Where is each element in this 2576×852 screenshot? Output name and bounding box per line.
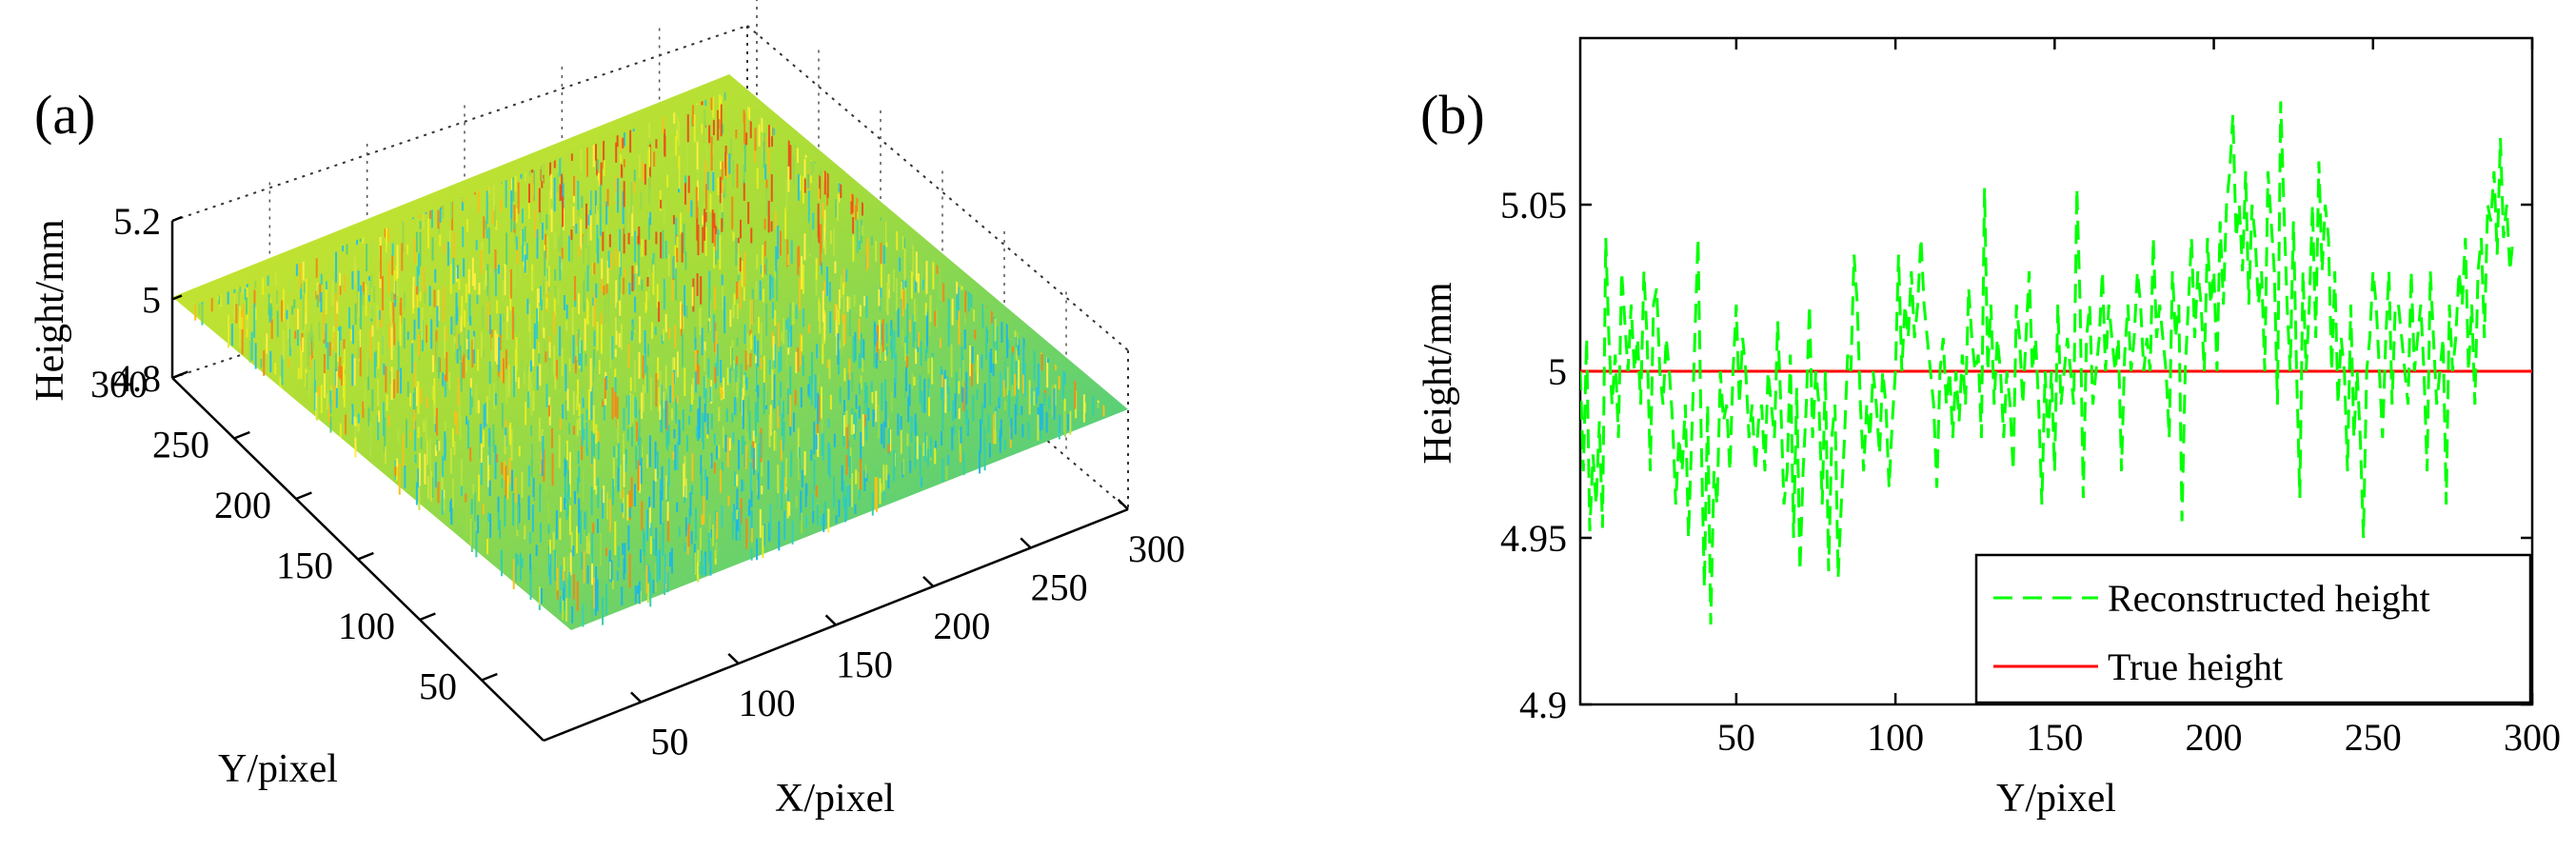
a-z-tick xyxy=(171,294,183,301)
panel-a-ticks: 50100150200250300501001502002503004.855.… xyxy=(90,200,1185,763)
a-x-tick-label: 150 xyxy=(836,644,893,686)
b-x-tick-label: 50 xyxy=(1717,716,1755,759)
b-x-tick-label: 100 xyxy=(1867,716,1924,759)
y-axis-title: Y/pixel xyxy=(218,747,338,791)
a-x-tick xyxy=(922,575,935,587)
a-x-tick-label: 200 xyxy=(933,604,990,647)
a-x-tick xyxy=(727,652,740,664)
panel-b-ticks: 50 100 150 200 250 300 4.9 4.95 5 5.05 xyxy=(1500,38,2561,759)
a-y-tick xyxy=(481,672,498,682)
a-y-tick-label: 150 xyxy=(276,545,333,587)
a-y-tick-label: 250 xyxy=(152,424,209,466)
a-y-tick-label: 50 xyxy=(419,665,457,708)
b-x-tick-label: 150 xyxy=(2026,716,2083,759)
a-x-tick-label: 100 xyxy=(739,682,796,724)
legend-label-reconstructed: Reconstructed height xyxy=(2108,577,2430,620)
z-axis-title: Height/mm xyxy=(29,219,72,402)
x-axis-title: X/pixel xyxy=(775,777,895,821)
b-y-tick-label: 4.9 xyxy=(1519,684,1567,726)
surface-base xyxy=(172,74,1128,630)
surface-texture xyxy=(185,90,1107,627)
a-y-tick-label: 300 xyxy=(90,363,148,406)
a-x-tick xyxy=(824,614,837,626)
a-z-tick xyxy=(171,215,183,223)
a-z-tick xyxy=(171,372,183,380)
a-y-tick-label: 100 xyxy=(338,604,395,647)
a-x-tick-label: 50 xyxy=(650,721,688,763)
b-y-tick-label: 4.95 xyxy=(1500,517,1567,560)
a-z-tick-label: 5.2 xyxy=(113,200,161,243)
b-x-tick-label: 250 xyxy=(2345,716,2402,759)
panel-a: (a) 50100150200250300501001502002503004.… xyxy=(29,0,1185,821)
a-y-tick xyxy=(357,551,374,561)
a-x-tick xyxy=(1117,498,1129,510)
b-y-tick-label: 5 xyxy=(1548,350,1567,393)
legend: Reconstructed height True height xyxy=(1974,553,2532,704)
grid-back-top-right xyxy=(746,25,1129,351)
panel-a-label: (a) xyxy=(34,84,95,146)
b-x-tick-label: 300 xyxy=(2504,716,2561,759)
b-y-axis-title: Height/mm xyxy=(1417,282,1460,465)
reconstructed-height-line xyxy=(1580,101,2515,625)
legend-box xyxy=(1974,553,2532,704)
a-y-tick xyxy=(295,491,312,501)
a-y-tick xyxy=(233,430,250,440)
a-x-tick-label: 250 xyxy=(1031,566,1088,609)
b-x-tick-label: 200 xyxy=(2186,716,2243,759)
legend-label-true: True height xyxy=(2108,645,2283,688)
b-x-axis-title: Y/pixel xyxy=(1996,777,2116,821)
b-y-tick-label: 5.05 xyxy=(1500,184,1567,227)
panel-b-label: (b) xyxy=(1420,84,1485,146)
a-y-tick xyxy=(419,612,436,622)
a-x-tick-label: 300 xyxy=(1128,527,1185,570)
a-x-tick xyxy=(1020,537,1032,549)
a-z-tick-label: 4.8 xyxy=(113,357,161,400)
a-z-tick-label: 5 xyxy=(142,279,161,322)
panel-b: (b) 50 100 150 200 250 300 4.9 4.95 5 5.05 Recons… xyxy=(1417,36,2561,821)
grid-back-top-left xyxy=(171,25,748,222)
a-y-tick-label: 200 xyxy=(214,484,271,526)
a-x-tick xyxy=(630,691,643,703)
